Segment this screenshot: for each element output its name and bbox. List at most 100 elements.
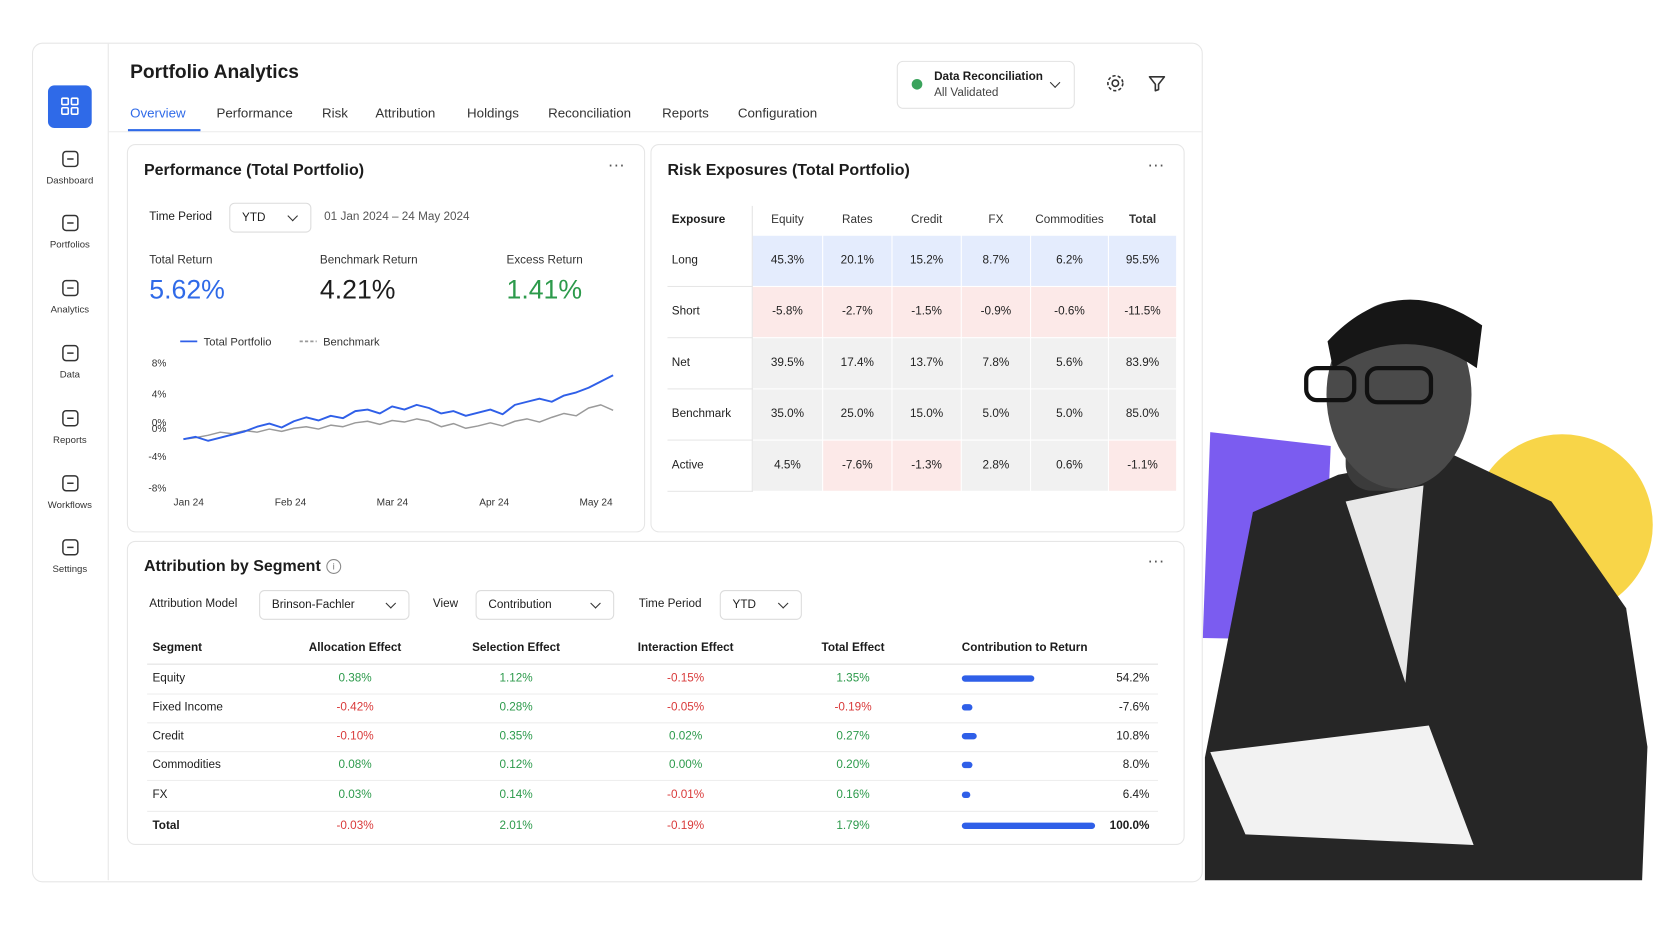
cell-value: -0.01% — [667, 788, 705, 802]
more-menu[interactable]: ··· — [607, 156, 625, 175]
info-icon[interactable]: i — [326, 559, 342, 574]
cell-value: -0.05% — [667, 700, 705, 714]
time-period-select[interactable]: YTD — [229, 202, 312, 233]
table-cell — [892, 440, 961, 491]
table-cell — [1031, 440, 1108, 491]
tab[interactable]: Risk — [322, 105, 348, 121]
hair — [1327, 299, 1483, 369]
table-cell — [752, 389, 823, 440]
cell-value: -2.7% — [841, 305, 873, 318]
cell-value: 0.00% — [668, 758, 703, 772]
table-cell — [823, 389, 892, 440]
status-dot — [911, 78, 923, 90]
cell-value: 0.12% — [499, 758, 533, 772]
select[interactable]: Brinson-Fachler — [259, 589, 410, 620]
table-cell — [1031, 338, 1108, 389]
select-value: YTD — [242, 211, 266, 225]
table-cell — [1031, 286, 1108, 338]
contribution-label: 100.0% — [1109, 819, 1150, 833]
row-label: FX — [152, 788, 168, 802]
tab[interactable]: Attribution — [375, 105, 436, 121]
table-cell — [961, 338, 1031, 389]
more-menu[interactable]: ··· — [1147, 156, 1165, 175]
reconciliation-button[interactable]: Data Reconciliation All Validated — [896, 60, 1075, 109]
nav-icon[interactable] — [61, 278, 80, 297]
nav-icon[interactable] — [61, 474, 80, 493]
cell-value: 95.5% — [1125, 253, 1160, 267]
kpi-value: 4.21% — [319, 275, 396, 306]
cell-value: 35.0% — [770, 407, 805, 421]
column-header: Selection Effect — [472, 641, 561, 655]
tab[interactable]: Reports — [662, 105, 709, 121]
cell-value: 39.5% — [770, 356, 805, 370]
cell-value: -0.03% — [336, 819, 374, 833]
y-tick-label: -8% — [148, 483, 166, 494]
icon-shape — [62, 279, 79, 297]
cell-value: 7.8% — [982, 356, 1010, 370]
table-cell — [1031, 235, 1108, 286]
cell-value: 0.38% — [338, 672, 372, 685]
kpi-label: Benchmark Return — [319, 253, 418, 267]
glasses — [1304, 365, 1357, 403]
row-label: Fixed Income — [152, 700, 223, 714]
tab[interactable]: Holdings — [467, 105, 519, 121]
more-menu[interactable]: ··· — [1147, 552, 1165, 571]
control-label: View — [432, 597, 459, 611]
tab[interactable]: Configuration — [737, 105, 818, 121]
row-label: Short — [671, 305, 700, 318]
row-divider — [147, 779, 1159, 781]
select[interactable]: YTD — [719, 589, 802, 620]
nav-icon[interactable] — [61, 344, 80, 363]
logo[interactable] — [47, 85, 92, 129]
cell-value: -0.19% — [667, 819, 705, 833]
cell-value: -1.1% — [1127, 458, 1158, 472]
row-divider — [667, 285, 753, 287]
tab[interactable]: Overview — [130, 105, 186, 121]
tab[interactable]: Reconciliation — [548, 105, 632, 121]
card-title: Performance (Total Portfolio) — [143, 161, 365, 180]
column-header: Credit — [910, 213, 943, 227]
tab[interactable]: Performance — [216, 105, 293, 121]
table-cell — [1108, 389, 1177, 440]
cell-value: -5.8% — [772, 305, 803, 318]
control-label: Time Period — [638, 597, 702, 611]
column-header: Total Effect — [821, 641, 885, 655]
icon-shape — [62, 214, 79, 232]
control-label: Time Period — [149, 210, 213, 223]
table-cell — [961, 389, 1031, 440]
contribution-label: 8.0% — [1122, 758, 1150, 772]
row-divider — [667, 439, 753, 441]
cell-value: 0.27% — [836, 729, 870, 743]
y-tick-label: 0% — [152, 418, 167, 429]
filter-button[interactable] — [1147, 74, 1166, 93]
nav-icon[interactable] — [61, 213, 80, 232]
table-cell — [752, 235, 823, 286]
cell-value: -0.42% — [336, 700, 374, 714]
table-cell — [1108, 286, 1177, 338]
x-tick-label: Feb 24 — [275, 498, 307, 509]
nav-icon[interactable] — [61, 538, 80, 557]
cell-value: 5.0% — [1056, 407, 1083, 421]
table-cell — [752, 286, 823, 338]
nav-label: Workflows — [47, 499, 92, 510]
cell-value: 85.0% — [1125, 407, 1160, 421]
contribution-bar — [961, 675, 1035, 682]
contribution-label: 10.8% — [1116, 729, 1150, 743]
header-divider — [751, 205, 753, 492]
chevron — [1049, 77, 1061, 88]
nav-icon[interactable] — [61, 149, 80, 168]
nav-label: Analytics — [50, 304, 90, 315]
contribution-label: -7.6% — [1118, 700, 1150, 714]
column-header: Equity — [771, 213, 804, 227]
nav-icon[interactable] — [61, 409, 80, 428]
cell-value: 0.16% — [836, 788, 870, 802]
table-cell — [752, 440, 823, 491]
table-cell — [892, 338, 961, 389]
column-header: Total — [1128, 213, 1157, 227]
select[interactable]: Contribution — [475, 589, 615, 620]
row-label: Net — [671, 356, 691, 370]
x-tick-label: Apr 24 — [479, 498, 509, 509]
settings-button[interactable] — [1105, 73, 1126, 94]
glasses — [1364, 365, 1434, 405]
icon-shape — [62, 150, 79, 168]
